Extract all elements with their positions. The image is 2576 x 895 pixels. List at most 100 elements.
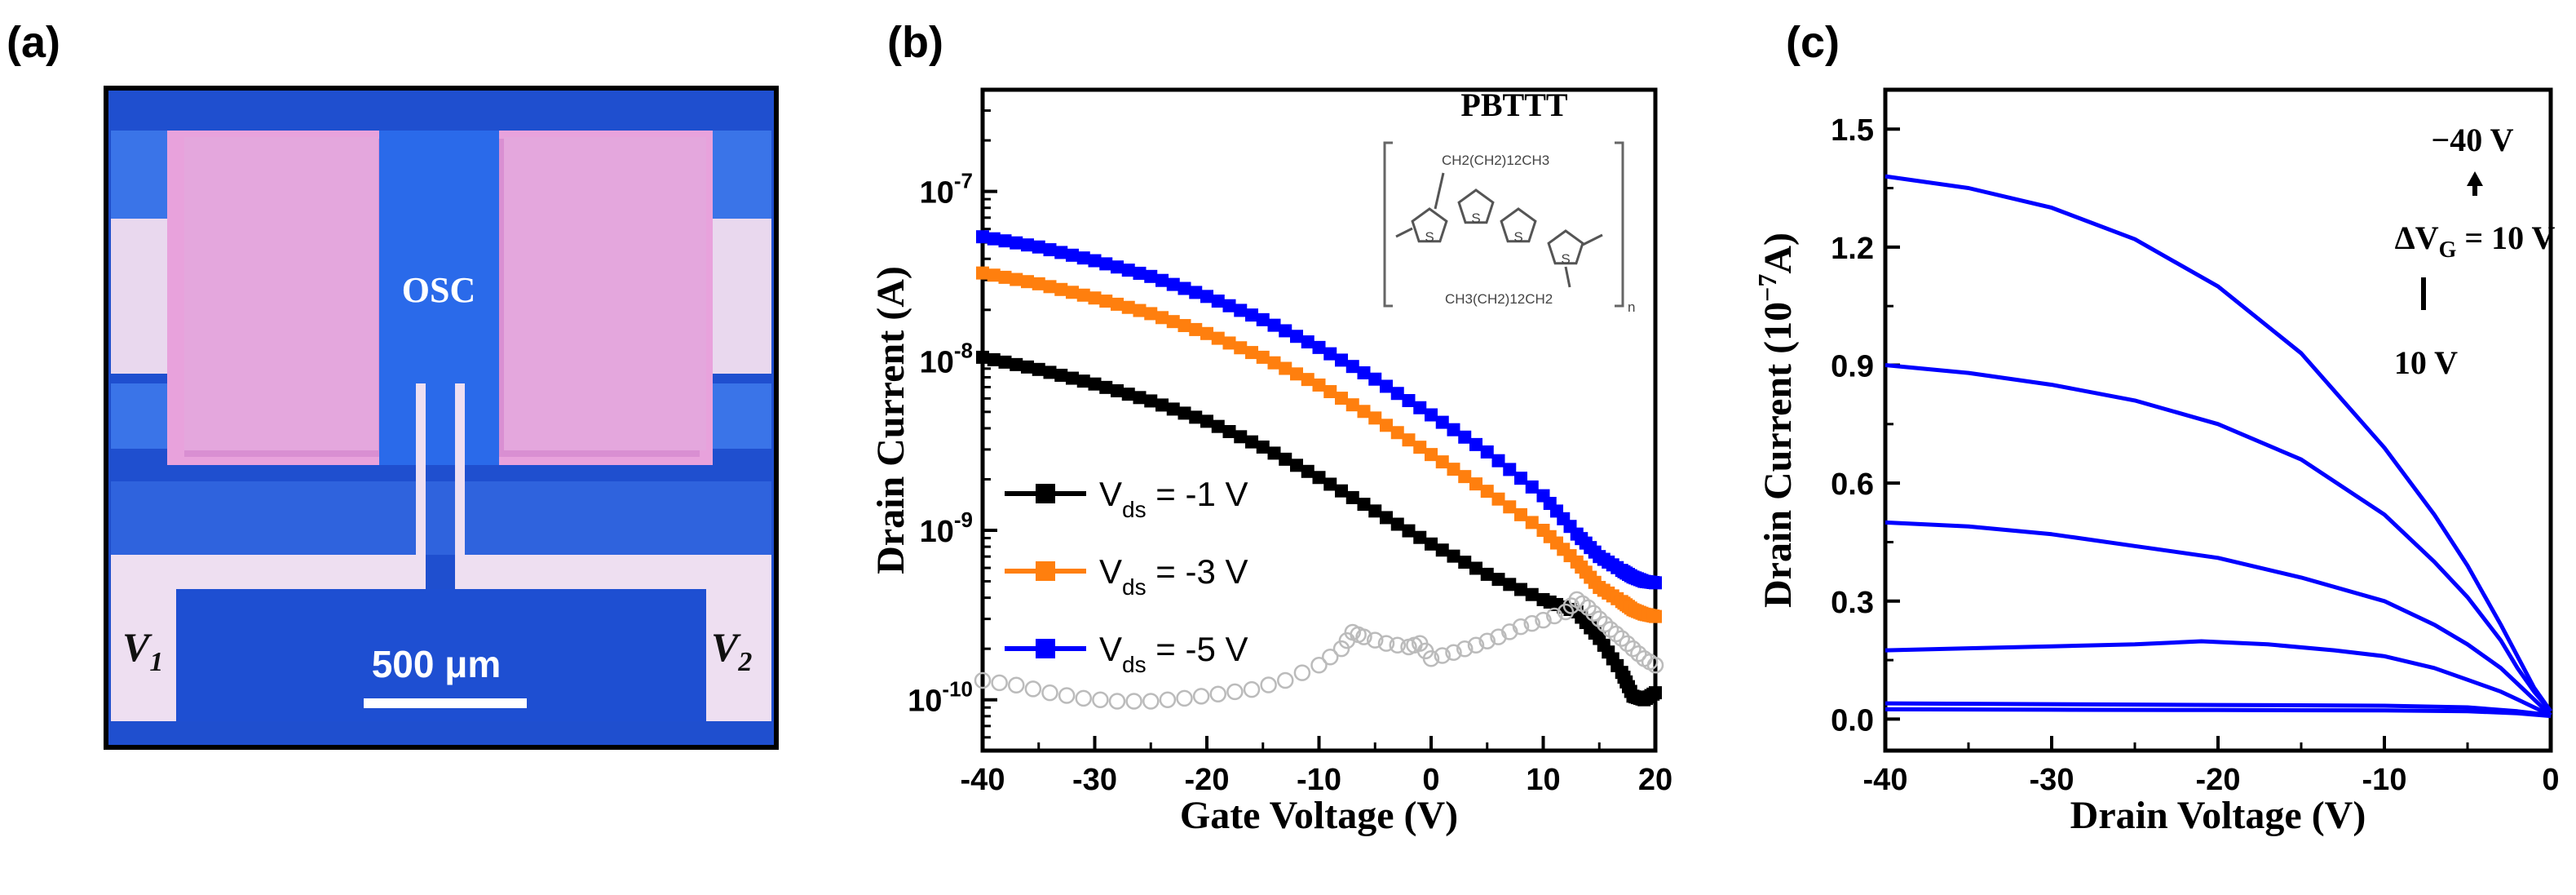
series-point xyxy=(1155,273,1169,287)
leakage-point xyxy=(1585,605,1602,622)
leakage-point xyxy=(1596,615,1614,633)
leakage-point xyxy=(1243,680,1261,698)
scale-bar xyxy=(364,698,527,708)
annotation-top: −40 V xyxy=(2432,122,2514,158)
scale-bar-text: 500 μm xyxy=(372,643,502,685)
series-point xyxy=(1357,498,1371,512)
series-point xyxy=(1480,567,1494,581)
series-point xyxy=(1144,269,1158,283)
series-point xyxy=(1368,504,1382,518)
series-point xyxy=(976,230,989,244)
series-point xyxy=(1413,401,1427,414)
series-point xyxy=(1323,477,1337,491)
leakage-point xyxy=(1434,647,1451,664)
leakage-point xyxy=(1142,693,1160,710)
leakage-point xyxy=(1580,599,1597,616)
y-tick-label: 0.3 xyxy=(1831,586,1874,620)
series-point xyxy=(1032,240,1045,254)
y-tick-label: 10-8 xyxy=(920,338,973,379)
output-curve-0 xyxy=(1885,174,2553,713)
x-tick-label: -40 xyxy=(961,763,1005,797)
series-point xyxy=(1178,406,1191,420)
series-point xyxy=(1245,435,1258,449)
series-point xyxy=(1111,297,1124,311)
leakage-point xyxy=(1624,640,1641,658)
legend-marker xyxy=(1036,561,1055,581)
leakage-point xyxy=(1108,693,1126,710)
series-point xyxy=(1480,445,1494,459)
series-point xyxy=(1234,430,1248,444)
series-point xyxy=(1021,360,1034,374)
bracket-left xyxy=(1383,141,1393,308)
bond xyxy=(1434,172,1445,210)
x-tick-label: 0 xyxy=(2542,763,2559,797)
series-point xyxy=(1121,264,1135,277)
series-point xyxy=(1335,353,1348,367)
series-point xyxy=(1155,311,1169,325)
series-point xyxy=(1088,377,1102,391)
x-tick-label: -20 xyxy=(2196,763,2241,797)
series-point xyxy=(1234,304,1248,317)
right-bottom-electrode xyxy=(455,383,771,721)
bond xyxy=(1582,233,1603,246)
series-point xyxy=(1066,248,1079,262)
series-point xyxy=(1043,243,1057,257)
series-point xyxy=(1323,385,1337,399)
leakage-point xyxy=(1546,607,1563,625)
osc-region xyxy=(379,131,499,465)
series-point xyxy=(1144,394,1158,408)
series-point xyxy=(1043,280,1057,294)
series-point xyxy=(1133,304,1147,317)
leakage-point xyxy=(1422,649,1440,667)
series-point xyxy=(1111,260,1124,274)
series-point xyxy=(1425,537,1438,551)
leakage-point xyxy=(1209,685,1226,703)
y-tick-label: 0.0 xyxy=(1831,703,1874,738)
series-point xyxy=(1380,419,1393,432)
series-point xyxy=(1469,477,1482,491)
leakage-point xyxy=(1277,671,1294,689)
panel-c-label: (c) xyxy=(1786,18,1840,67)
series-point xyxy=(1189,322,1203,336)
x-tick-label: -10 xyxy=(1297,763,1341,797)
series-point xyxy=(987,232,1001,246)
series-point xyxy=(1323,347,1337,361)
leakage-point xyxy=(1024,680,1042,698)
annotation-bottom: 10 V xyxy=(2394,344,2458,381)
series-point xyxy=(1189,286,1203,299)
series-point xyxy=(1111,383,1124,397)
series-point xyxy=(1211,295,1225,308)
series-point xyxy=(1458,430,1472,444)
series-point xyxy=(1458,556,1472,569)
output-curve-1 xyxy=(1885,363,2552,713)
series-point xyxy=(1312,340,1326,354)
series-point xyxy=(1447,423,1460,436)
leakage-point xyxy=(1630,645,1647,662)
series-point xyxy=(1245,308,1258,322)
plot-frame xyxy=(1883,87,2553,753)
sulfur-atom: S xyxy=(1513,229,1522,245)
repeat-n: n xyxy=(1628,299,1635,315)
series-point xyxy=(1290,459,1303,472)
leakage-point xyxy=(1226,683,1244,701)
leakage-point xyxy=(1008,676,1025,694)
panel-a-label: (a) xyxy=(7,18,60,67)
series-point xyxy=(1166,277,1180,291)
series-point xyxy=(1076,288,1090,302)
leakage-point xyxy=(1619,635,1636,653)
series-point xyxy=(1267,356,1281,370)
leakage-point xyxy=(1322,648,1339,666)
x-tick-label: -30 xyxy=(2030,763,2074,797)
series-point xyxy=(1525,587,1539,601)
x-tick-label: 10 xyxy=(1526,763,1560,797)
thiophene-ring xyxy=(1500,207,1537,243)
leakage-point xyxy=(1478,632,1496,649)
series-point xyxy=(1491,492,1505,506)
bracket-right xyxy=(1615,141,1624,308)
series-point xyxy=(1290,330,1303,343)
legend-marker xyxy=(1036,484,1055,503)
series-point xyxy=(1099,380,1113,394)
series-point xyxy=(1010,272,1023,286)
x-tick-label: -10 xyxy=(2362,763,2407,797)
x-tick-label: -20 xyxy=(1185,763,1230,797)
